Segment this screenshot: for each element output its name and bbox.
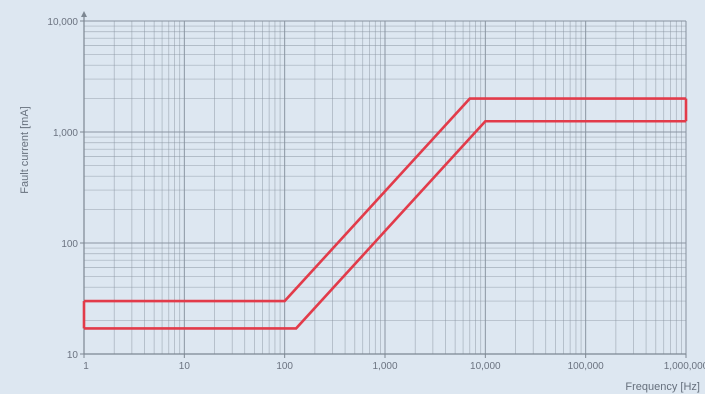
- x-tick-label: 1: [83, 361, 89, 372]
- tick-labels: 1 10 100 1,000 10,000 100,000 1,000,000 10 100 1,…: [47, 17, 705, 372]
- y-axis-label: Fault current [mA]: [19, 106, 31, 193]
- x-tick-label: 1,000: [372, 361, 397, 372]
- y-axis-arrow: [81, 11, 87, 17]
- lower-limit-line: [84, 119, 686, 330]
- x-tick-label: 1,000,000: [664, 361, 705, 372]
- x-tick-label: 10,000: [470, 361, 501, 372]
- series: [82, 97, 688, 330]
- y-tick-label: 1,000: [53, 128, 78, 139]
- x-tick-label: 100,000: [568, 361, 605, 372]
- y-tick-label: 10,000: [47, 17, 78, 28]
- upper-limit-line: [84, 97, 686, 303]
- x-tick-label: 10: [179, 361, 191, 372]
- x-axis-label: Frequency [Hz]: [625, 381, 700, 393]
- x-tick-label: 100: [276, 361, 293, 372]
- axes: [81, 11, 686, 355]
- y-tick-label: 10: [67, 350, 79, 361]
- grid: [83, 20, 687, 355]
- y-tick-label: 100: [61, 239, 78, 250]
